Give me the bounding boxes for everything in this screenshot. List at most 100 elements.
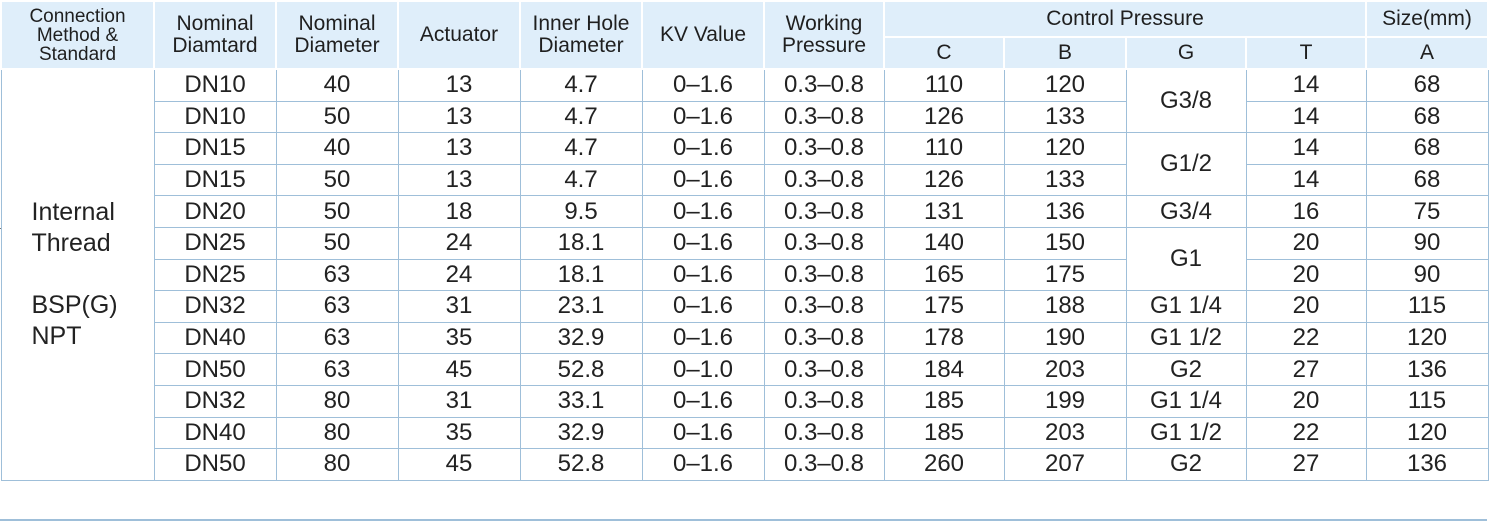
cell-t: 14 [1245,68,1367,102]
table-row: DN15 50 13 4.7 0–1.6 0.3–0.8 126 133 14 … [1,163,1489,197]
cell-b: 175 [1003,258,1127,292]
cell-working-pressure: 0.3–0.8 [763,132,885,165]
cell-c: 110 [883,132,1005,165]
cell-nominal-diameter: 40 [275,132,399,165]
header-nominal-diameter: Nominal Diameter [275,0,399,70]
cell-t: 20 [1245,226,1367,260]
cell-b: 188 [1003,290,1127,323]
cell-inner-hole: 4.7 [519,163,643,197]
cell-c: 175 [883,290,1005,323]
cell-b: 133 [1003,163,1127,197]
cell-actuator: 13 [397,132,521,165]
cell-inner-hole: 23.1 [519,290,643,323]
cell-inner-hole: 4.7 [519,100,643,134]
cell-kv: 0–1.6 [641,68,765,102]
cell-nominal-diameter: 80 [275,416,399,450]
cell-a: 90 [1365,226,1489,260]
cell-inner-hole: 52.8 [519,353,643,386]
cell-c: 140 [883,226,1005,260]
cell-c: 131 [883,195,1005,228]
header-b: B [1003,36,1127,70]
cell-kv: 0–1.6 [641,100,765,134]
cell-actuator: 35 [397,321,521,355]
cell-t: 27 [1245,353,1367,386]
cell-actuator: 13 [397,163,521,197]
cell-g: G1 1/2 [1125,416,1247,450]
cell-nominal-diameter: 50 [275,163,399,197]
cell-inner-hole: 4.7 [519,132,643,165]
cell-c: 110 [883,68,1005,102]
cell-a: 120 [1365,321,1489,355]
cell-b: 203 [1003,416,1127,450]
header-a: A [1365,36,1489,70]
cell-c: 126 [883,100,1005,134]
table-row: DN20 50 18 9.5 0–1.6 0.3–0.8 131 136 G3/… [1,195,1489,228]
cell-a: 75 [1365,195,1489,228]
table-body: Internal Thread BSP(G) NPT DN10 40 13 4.… [0,68,1489,481]
cell-nominal-diameter: 40 [275,68,399,102]
cell-g: G1 1/2 [1125,321,1247,355]
cell-nominal-diameter: 50 [275,226,399,260]
connection-method-cell: Internal Thread BSP(G) NPT [0,68,155,481]
cell-t: 14 [1245,132,1367,165]
cell-inner-hole: 9.5 [519,195,643,228]
cell-actuator: 31 [397,384,521,418]
cell-t: 27 [1245,448,1367,481]
cell-working-pressure: 0.3–0.8 [763,195,885,228]
cell-a: 120 [1365,416,1489,450]
table-row: DN50 63 45 52.8 0–1.0 0.3–0.8 184 203 G2… [1,353,1489,386]
cell-c: 126 [883,163,1005,197]
cell-nominal-diameter: 80 [275,448,399,481]
cell-working-pressure: 0.3–0.8 [763,384,885,418]
table-row: DN40 63 35 32.9 0–1.6 0.3–0.8 178 190 G1… [1,321,1489,355]
cell-dn: DN40 [153,321,277,355]
cell-working-pressure: 0.3–0.8 [763,226,885,260]
cell-c: 260 [883,448,1005,481]
table-row: DN32 63 31 23.1 0–1.6 0.3–0.8 175 188 G1… [1,290,1489,323]
table-row: DN32 80 31 33.1 0–1.6 0.3–0.8 185 199 G1… [1,384,1489,418]
cell-c: 185 [883,384,1005,418]
cell-working-pressure: 0.3–0.8 [763,353,885,386]
cell-dn: DN10 [153,68,277,102]
table-row: DN40 80 35 32.9 0–1.6 0.3–0.8 185 203 G1… [1,416,1489,450]
cell-g: G3/8 [1125,68,1247,134]
cell-t: 16 [1245,195,1367,228]
cell-b: 133 [1003,100,1127,134]
header-actuator: Actuator [397,0,521,70]
cell-dn: DN32 [153,290,277,323]
header-nominal-diamtard: Nominal Diamtard [153,0,277,70]
cell-dn: DN25 [153,226,277,260]
table-row: DN10 50 13 4.7 0–1.6 0.3–0.8 126 133 14 … [1,100,1489,134]
cell-g: G2 [1125,448,1247,481]
cell-kv: 0–1.6 [641,258,765,292]
cell-b: 120 [1003,132,1127,165]
cell-nominal-diameter: 80 [275,384,399,418]
cell-b: 203 [1003,353,1127,386]
cell-t: 20 [1245,258,1367,292]
cell-g: G1 [1125,226,1247,292]
cell-c: 178 [883,321,1005,355]
cell-kv: 0–1.6 [641,195,765,228]
cell-actuator: 45 [397,448,521,481]
cell-kv: 0–1.6 [641,384,765,418]
cell-working-pressure: 0.3–0.8 [763,258,885,292]
cell-dn: DN40 [153,416,277,450]
cell-actuator: 13 [397,68,521,102]
cell-kv: 0–1.6 [641,448,765,481]
cell-b: 120 [1003,68,1127,102]
cell-working-pressure: 0.3–0.8 [763,68,885,102]
header-size: Size(mm) [1365,0,1489,38]
cell-g: G1 1/4 [1125,290,1247,323]
cell-a: 136 [1365,353,1489,386]
cell-c: 185 [883,416,1005,450]
cell-inner-hole: 18.1 [519,258,643,292]
cell-t: 14 [1245,163,1367,197]
cell-dn: DN15 [153,163,277,197]
header-inner-hole-diameter: Inner Hole Diameter [519,0,643,70]
cell-a: 115 [1365,290,1489,323]
header-control-pressure: Control Pressure [883,0,1367,38]
cell-dn: DN50 [153,353,277,386]
cell-inner-hole: 32.9 [519,416,643,450]
cell-actuator: 31 [397,290,521,323]
cell-dn: DN20 [153,195,277,228]
